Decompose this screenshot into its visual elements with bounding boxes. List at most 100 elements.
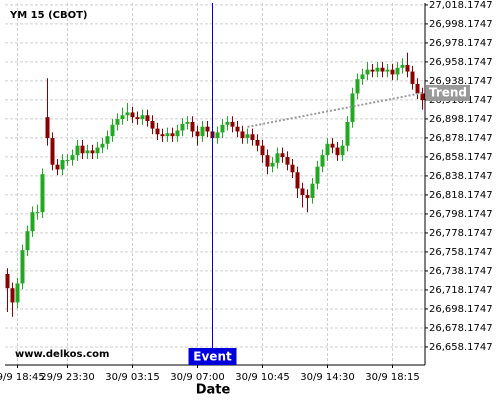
candle-body	[75, 145, 80, 156]
candle-body	[370, 69, 375, 72]
candle-body	[65, 159, 70, 161]
candle-body	[40, 174, 45, 213]
y-tick-label: 26,698.1747	[429, 304, 493, 315]
candle-body	[245, 134, 250, 139]
candle-body	[390, 69, 395, 75]
candle-body	[20, 250, 25, 284]
watermark: www.delkos.com	[15, 349, 109, 360]
candle-body	[345, 121, 350, 146]
candle-body	[95, 147, 100, 154]
candle-body	[155, 128, 160, 135]
x-tick-label: 30/9 18:15	[365, 372, 419, 383]
candle-body	[355, 79, 360, 94]
y-tick-label: 27,018.1747	[429, 0, 493, 11]
y-tick-label: 26,818.1747	[429, 190, 493, 201]
candle-body	[325, 143, 330, 156]
candle-body	[235, 126, 240, 132]
candle-body	[280, 153, 285, 158]
y-tick-label: 26,858.1747	[429, 152, 493, 163]
candle-body	[225, 121, 230, 125]
candle-body	[55, 164, 60, 170]
candle-body	[220, 124, 225, 133]
candle-body	[185, 121, 190, 124]
x-tick-label: 30/9 10:45	[235, 372, 289, 383]
candle-body	[5, 273, 10, 289]
candle-body	[385, 69, 390, 72]
candle-body	[90, 150, 95, 154]
candle-body	[240, 131, 245, 139]
candle-body	[45, 117, 50, 139]
y-tick-label: 26,978.1747	[429, 38, 493, 49]
candle-body	[135, 117, 140, 120]
candle-body	[340, 145, 345, 156]
candle-body	[140, 115, 145, 120]
candle-body	[110, 124, 115, 137]
candle-body	[250, 134, 255, 140]
candle-body	[215, 132, 220, 139]
candle-body	[295, 172, 300, 189]
y-tick-label: 26,778.1747	[429, 228, 493, 239]
event-label-box	[188, 348, 237, 365]
candle-body	[100, 143, 105, 148]
candle-body	[315, 166, 320, 184]
candle-body	[205, 126, 210, 132]
candle-body	[335, 147, 340, 156]
candle-body	[70, 155, 75, 160]
candle-body	[405, 64, 410, 72]
candle-body	[365, 69, 370, 75]
candle-body	[260, 145, 265, 156]
candle-body	[15, 283, 20, 303]
x-axis-title: Date	[196, 383, 231, 398]
candle-body	[115, 119, 120, 125]
candle-body	[180, 123, 185, 131]
candle-body	[285, 157, 290, 165]
candle-body	[25, 231, 30, 251]
x-tick-label: 29/9 18:45	[0, 372, 45, 383]
candle-body	[380, 67, 385, 72]
candle-body	[350, 93, 355, 122]
candle-body	[125, 112, 130, 116]
y-tick-label: 26,678.1747	[429, 323, 493, 334]
candle-body	[170, 133, 175, 137]
candle-body	[80, 145, 85, 154]
y-tick-label: 26,798.1747	[429, 209, 493, 220]
candle-body	[35, 212, 40, 214]
y-tick-label: 26,878.1747	[429, 133, 493, 144]
candle-body	[300, 188, 305, 196]
candle-body	[420, 93, 425, 101]
candle-body	[120, 115, 125, 120]
candle-body	[305, 195, 310, 198]
y-tick-label: 26,998.1747	[429, 19, 493, 30]
y-tick-label: 26,838.1747	[429, 171, 493, 182]
candle-body	[360, 74, 365, 80]
x-tick-label: 30/9 03:15	[105, 372, 159, 383]
x-tick-label: 29/9 23:30	[40, 372, 94, 383]
candle-body	[195, 131, 200, 137]
chart-title: YM 15 (CBOT)	[9, 10, 88, 21]
candle-body	[50, 138, 55, 165]
candle-body	[200, 126, 205, 137]
candle-body	[265, 155, 270, 167]
candle-body	[375, 67, 380, 72]
candle-body	[150, 120, 155, 129]
y-tick-label: 26,738.1747	[429, 266, 493, 277]
candle-body	[230, 121, 235, 127]
y-tick-label: 26,958.1747	[429, 57, 493, 68]
y-tick-label: 26,938.1747	[429, 76, 493, 87]
trend-label-box	[426, 84, 470, 101]
x-tick-label: 30/9 14:30	[300, 372, 354, 383]
event-label: Event	[193, 350, 232, 364]
candle-body	[395, 67, 400, 75]
candle-body	[415, 83, 420, 94]
candle-body	[10, 288, 15, 303]
trend-line	[247, 91, 423, 128]
candle-body	[290, 164, 295, 173]
candle-body	[320, 155, 325, 167]
candle-body	[165, 133, 170, 137]
candle-body	[160, 134, 165, 137]
candle-body	[400, 64, 405, 68]
candle-body	[255, 139, 260, 146]
